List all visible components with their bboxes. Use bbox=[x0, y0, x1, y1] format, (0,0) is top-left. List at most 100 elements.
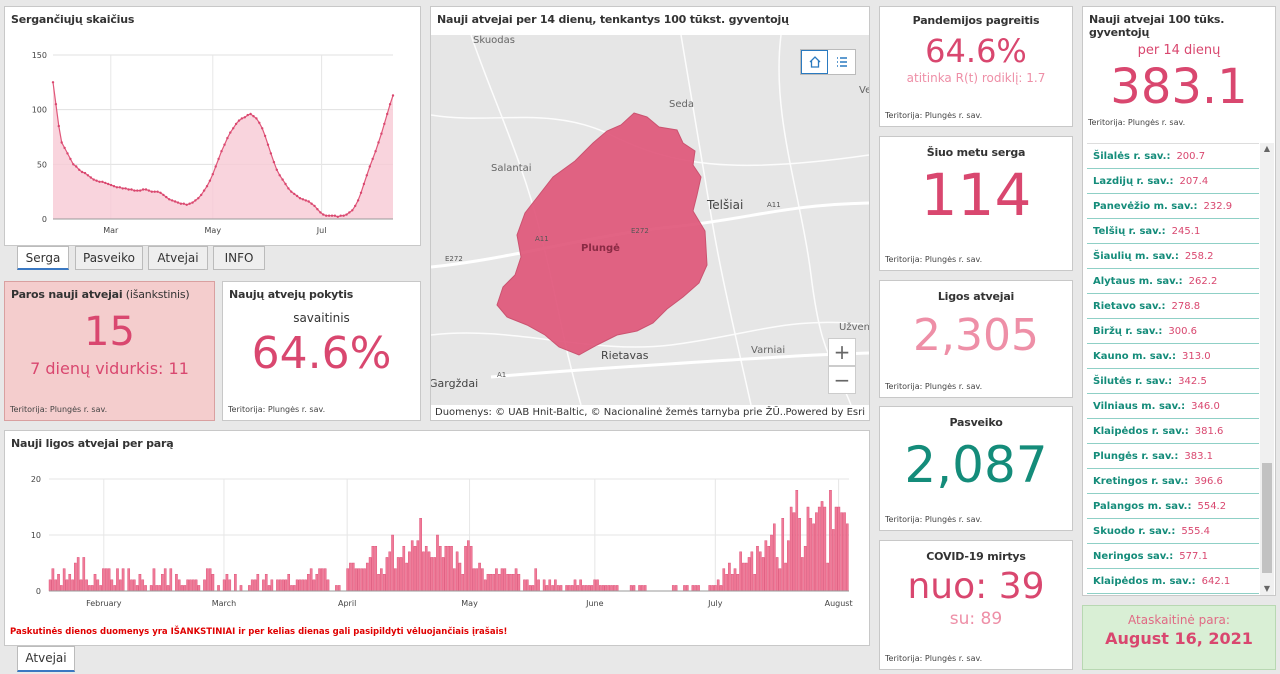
bar[interactable] bbox=[789, 506, 793, 592]
bar[interactable] bbox=[584, 585, 588, 592]
list-item[interactable]: Alytaus m. sav.: 262.2 bbox=[1087, 269, 1259, 294]
data-point[interactable] bbox=[191, 201, 194, 204]
data-point[interactable] bbox=[284, 182, 287, 186]
bar[interactable] bbox=[71, 579, 74, 592]
bar[interactable] bbox=[430, 557, 434, 592]
bar[interactable] bbox=[604, 585, 608, 592]
data-point[interactable] bbox=[278, 174, 281, 177]
bar[interactable] bbox=[85, 579, 88, 592]
data-point[interactable] bbox=[127, 188, 130, 191]
bar[interactable] bbox=[93, 573, 97, 592]
bar[interactable] bbox=[685, 585, 689, 592]
zoom-out-button[interactable]: − bbox=[828, 366, 856, 394]
tab-serga[interactable]: Serga bbox=[17, 246, 69, 270]
data-point[interactable] bbox=[109, 183, 113, 187]
data-point[interactable] bbox=[115, 186, 119, 189]
data-point[interactable] bbox=[182, 202, 185, 205]
data-point[interactable] bbox=[223, 143, 226, 146]
data-point[interactable] bbox=[104, 181, 107, 185]
data-point[interactable] bbox=[211, 173, 214, 176]
bar[interactable] bbox=[556, 585, 560, 592]
bar[interactable] bbox=[402, 545, 406, 592]
data-point[interactable] bbox=[351, 209, 354, 212]
bar[interactable] bbox=[545, 585, 549, 592]
data-point[interactable] bbox=[322, 213, 325, 216]
bar[interactable] bbox=[728, 562, 731, 592]
bar[interactable] bbox=[716, 579, 720, 592]
bar[interactable] bbox=[256, 573, 260, 592]
bar[interactable] bbox=[363, 568, 366, 592]
bar[interactable] bbox=[121, 568, 125, 592]
bar[interactable] bbox=[483, 579, 487, 592]
bar[interactable] bbox=[175, 573, 178, 592]
data-point[interactable] bbox=[330, 214, 334, 217]
data-point[interactable] bbox=[173, 200, 177, 203]
bar[interactable] bbox=[629, 585, 633, 592]
bar[interactable] bbox=[714, 585, 717, 592]
bar[interactable] bbox=[234, 573, 237, 592]
bar[interactable] bbox=[697, 585, 700, 592]
bar[interactable] bbox=[318, 568, 321, 592]
bar[interactable] bbox=[315, 573, 319, 592]
list-item[interactable]: Plungės r. sav.: 383.1 bbox=[1087, 444, 1259, 469]
data-point[interactable] bbox=[95, 179, 98, 182]
data-point[interactable] bbox=[144, 188, 148, 191]
bar[interactable] bbox=[197, 585, 201, 592]
data-point[interactable] bbox=[86, 174, 90, 177]
bar[interactable] bbox=[194, 579, 198, 592]
bar[interactable] bbox=[248, 585, 251, 592]
bar[interactable] bbox=[582, 585, 585, 592]
data-point[interactable] bbox=[234, 122, 238, 126]
data-point[interactable] bbox=[194, 199, 197, 202]
bar[interactable] bbox=[495, 568, 498, 592]
data-point[interactable] bbox=[339, 214, 342, 217]
data-point[interactable] bbox=[83, 171, 87, 175]
bar[interactable] bbox=[295, 579, 299, 592]
bar[interactable] bbox=[116, 568, 119, 592]
bar[interactable] bbox=[304, 579, 307, 592]
bar[interactable] bbox=[744, 562, 748, 592]
bar[interactable] bbox=[203, 579, 206, 592]
bar[interactable] bbox=[711, 585, 714, 592]
bar[interactable] bbox=[211, 573, 215, 592]
data-point[interactable] bbox=[112, 185, 116, 188]
bar[interactable] bbox=[349, 562, 352, 592]
bar[interactable] bbox=[803, 545, 807, 592]
bar[interactable] bbox=[509, 573, 512, 592]
list-item[interactable]: Panevėžio m. sav.: 232.9 bbox=[1087, 194, 1259, 219]
bar[interactable] bbox=[708, 585, 712, 592]
bar[interactable] bbox=[374, 545, 378, 592]
bar[interactable] bbox=[554, 579, 557, 592]
bar[interactable] bbox=[455, 551, 459, 592]
scroll-thumb[interactable] bbox=[1262, 463, 1272, 573]
data-point[interactable] bbox=[92, 178, 95, 181]
bar[interactable] bbox=[110, 579, 114, 592]
bar[interactable] bbox=[405, 562, 408, 592]
data-point[interactable] bbox=[179, 202, 183, 205]
bar[interactable] bbox=[817, 506, 821, 592]
bar[interactable] bbox=[208, 568, 212, 592]
bar[interactable] bbox=[51, 568, 55, 592]
bar[interactable] bbox=[478, 562, 481, 592]
bar[interactable] bbox=[551, 585, 554, 592]
bar[interactable] bbox=[351, 562, 355, 592]
bar[interactable] bbox=[733, 568, 737, 592]
bar[interactable] bbox=[719, 585, 723, 592]
bar[interactable] bbox=[593, 579, 596, 592]
bar[interactable] bbox=[500, 568, 504, 592]
data-point[interactable] bbox=[150, 190, 153, 193]
bar[interactable] bbox=[191, 579, 195, 592]
bar[interactable] bbox=[396, 557, 400, 592]
bar[interactable] bbox=[102, 568, 105, 592]
bar[interactable] bbox=[756, 545, 759, 592]
bar[interactable] bbox=[489, 573, 493, 592]
data-point[interactable] bbox=[380, 132, 383, 135]
data-point[interactable] bbox=[202, 189, 206, 192]
bar[interactable] bbox=[773, 523, 776, 592]
data-point[interactable] bbox=[304, 199, 307, 202]
data-point[interactable] bbox=[266, 143, 270, 146]
data-point[interactable] bbox=[252, 115, 255, 118]
data-point[interactable] bbox=[298, 197, 302, 200]
bar[interactable] bbox=[278, 579, 282, 592]
bar[interactable] bbox=[472, 568, 476, 592]
